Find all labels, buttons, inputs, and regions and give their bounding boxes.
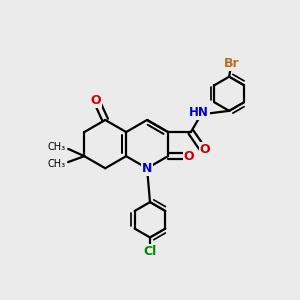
Text: CH₃: CH₃ [47, 142, 65, 152]
Text: O: O [184, 150, 194, 163]
Text: HN: HN [189, 106, 209, 119]
Text: N: N [142, 162, 152, 175]
Text: Br: Br [224, 57, 239, 70]
Text: CH₃: CH₃ [47, 158, 65, 169]
Text: O: O [200, 143, 210, 156]
Text: O: O [90, 94, 101, 107]
Text: Cl: Cl [143, 245, 157, 258]
